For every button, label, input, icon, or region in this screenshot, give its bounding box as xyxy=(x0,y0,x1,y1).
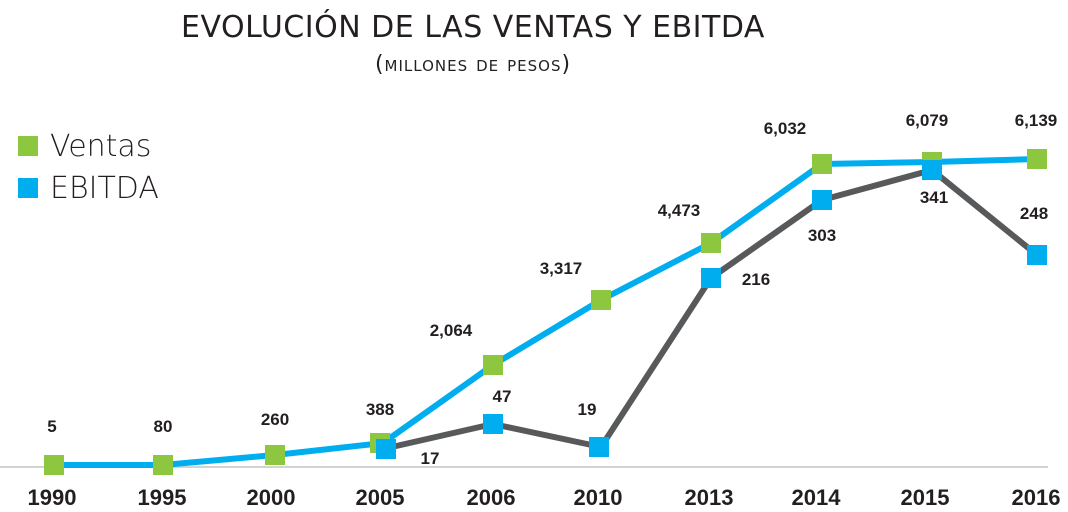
marker-ventas-2016 xyxy=(1027,149,1047,169)
line-ebitda xyxy=(382,167,1039,452)
legend-swatch-ebitda xyxy=(18,178,38,198)
data-label-ventas-2014: 6,032 xyxy=(764,119,807,138)
x-tick-2005: 2005 xyxy=(356,485,405,510)
marker-ebitda-2005 xyxy=(376,439,396,459)
legend-label-ventas: Ventas xyxy=(50,128,152,164)
legend-label-ebitda: EBITDA xyxy=(50,170,159,206)
chart-title: EVOLUCIÓN DE LAS VENTAS Y EBITDA xyxy=(181,10,765,45)
data-label-ebitda-2010: 19 xyxy=(578,400,597,419)
data-label-ventas-2000: 260 xyxy=(261,410,289,429)
data-label-ebitda-2015: 341 xyxy=(920,188,948,207)
data-labels: 5 80 260 388 2,064 3,317 4,473 6,032 6,079 6,139 1… xyxy=(47,111,1057,468)
data-label-ventas-1995: 80 xyxy=(154,417,173,436)
marker-ventas-1990 xyxy=(44,455,64,475)
x-tick-2014: 2014 xyxy=(792,485,842,510)
x-tick-2006: 2006 xyxy=(467,485,516,510)
x-tick-2010: 2010 xyxy=(574,485,623,510)
marker-ebitda-2013 xyxy=(701,268,721,288)
legend: Ventas EBITDA xyxy=(18,125,159,209)
data-label-ventas-2006: 2,064 xyxy=(430,321,473,340)
data-label-ventas-1990: 5 xyxy=(47,417,56,436)
chart-subtitle: (millones de pesos) xyxy=(374,52,572,77)
marker-ebitda-2006 xyxy=(483,414,503,434)
x-axis-ticks: 1990 1995 2000 2005 2006 2010 2013 2014 2015 2016 xyxy=(28,485,1061,510)
data-label-ventas-2015: 6,079 xyxy=(906,111,949,130)
data-label-ebitda-2013: 216 xyxy=(742,270,770,289)
x-tick-2015: 2015 xyxy=(901,485,950,510)
x-tick-1995: 1995 xyxy=(138,485,187,510)
marker-ebitda-2016 xyxy=(1027,245,1047,265)
marker-ventas-2013 xyxy=(701,233,721,253)
data-label-ebitda-2014: 303 xyxy=(808,226,836,245)
data-label-ventas-2010: 3,317 xyxy=(540,259,583,278)
marker-ebitda-2015 xyxy=(922,160,942,180)
x-tick-2016: 2016 xyxy=(1012,485,1061,510)
data-label-ventas-2013: 4,473 xyxy=(658,201,701,220)
data-label-ebitda-2005: 17 xyxy=(421,449,440,468)
marker-ventas-1995 xyxy=(153,455,173,475)
data-label-ventas-2005: 388 xyxy=(366,400,394,419)
marker-ebitda-2014 xyxy=(812,190,832,210)
marker-ventas-2014 xyxy=(812,154,832,174)
x-tick-1990: 1990 xyxy=(28,485,77,510)
data-label-ebitda-2006: 47 xyxy=(493,387,512,406)
marker-ventas-2010 xyxy=(591,290,611,310)
marker-ventas-2006 xyxy=(483,355,503,375)
legend-swatch-ventas xyxy=(18,136,38,156)
legend-item-ventas: Ventas xyxy=(18,125,159,167)
x-tick-2013: 2013 xyxy=(685,485,734,510)
marker-ebitda-2010 xyxy=(589,437,609,457)
data-label-ventas-2016: 6,139 xyxy=(1015,111,1058,130)
x-tick-2000: 2000 xyxy=(247,485,296,510)
series-markers xyxy=(44,149,1047,475)
series-lines xyxy=(54,156,1039,468)
data-label-ebitda-2016: 248 xyxy=(1020,204,1048,223)
legend-item-ebitda: EBITDA xyxy=(18,167,159,209)
line-ventas xyxy=(54,156,1038,468)
marker-ventas-2000 xyxy=(265,445,285,465)
